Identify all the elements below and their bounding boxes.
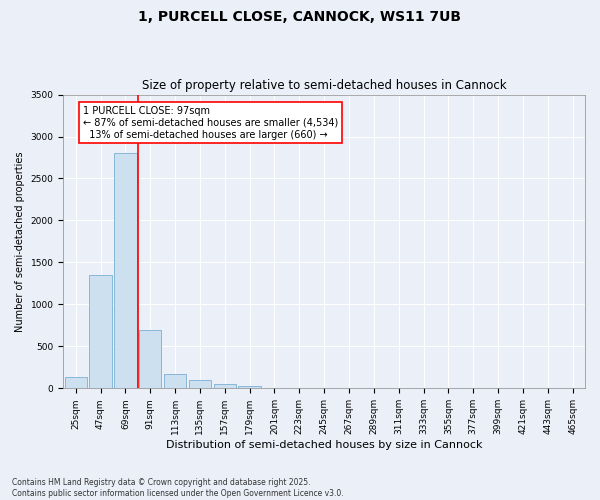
Bar <box>114 154 137 388</box>
Text: Contains HM Land Registry data © Crown copyright and database right 2025.
Contai: Contains HM Land Registry data © Crown c… <box>12 478 344 498</box>
Bar <box>164 374 186 388</box>
Text: 1 PURCELL CLOSE: 97sqm
← 87% of semi-detached houses are smaller (4,534)
  13% o: 1 PURCELL CLOSE: 97sqm ← 87% of semi-det… <box>83 106 338 140</box>
Bar <box>238 386 261 388</box>
X-axis label: Distribution of semi-detached houses by size in Cannock: Distribution of semi-detached houses by … <box>166 440 482 450</box>
Title: Size of property relative to semi-detached houses in Cannock: Size of property relative to semi-detach… <box>142 79 506 92</box>
Bar <box>89 275 112 388</box>
Bar <box>65 378 87 388</box>
Text: 1, PURCELL CLOSE, CANNOCK, WS11 7UB: 1, PURCELL CLOSE, CANNOCK, WS11 7UB <box>139 10 461 24</box>
Y-axis label: Number of semi-detached properties: Number of semi-detached properties <box>15 151 25 332</box>
Bar <box>189 380 211 388</box>
Bar <box>139 330 161 388</box>
Bar <box>214 384 236 388</box>
